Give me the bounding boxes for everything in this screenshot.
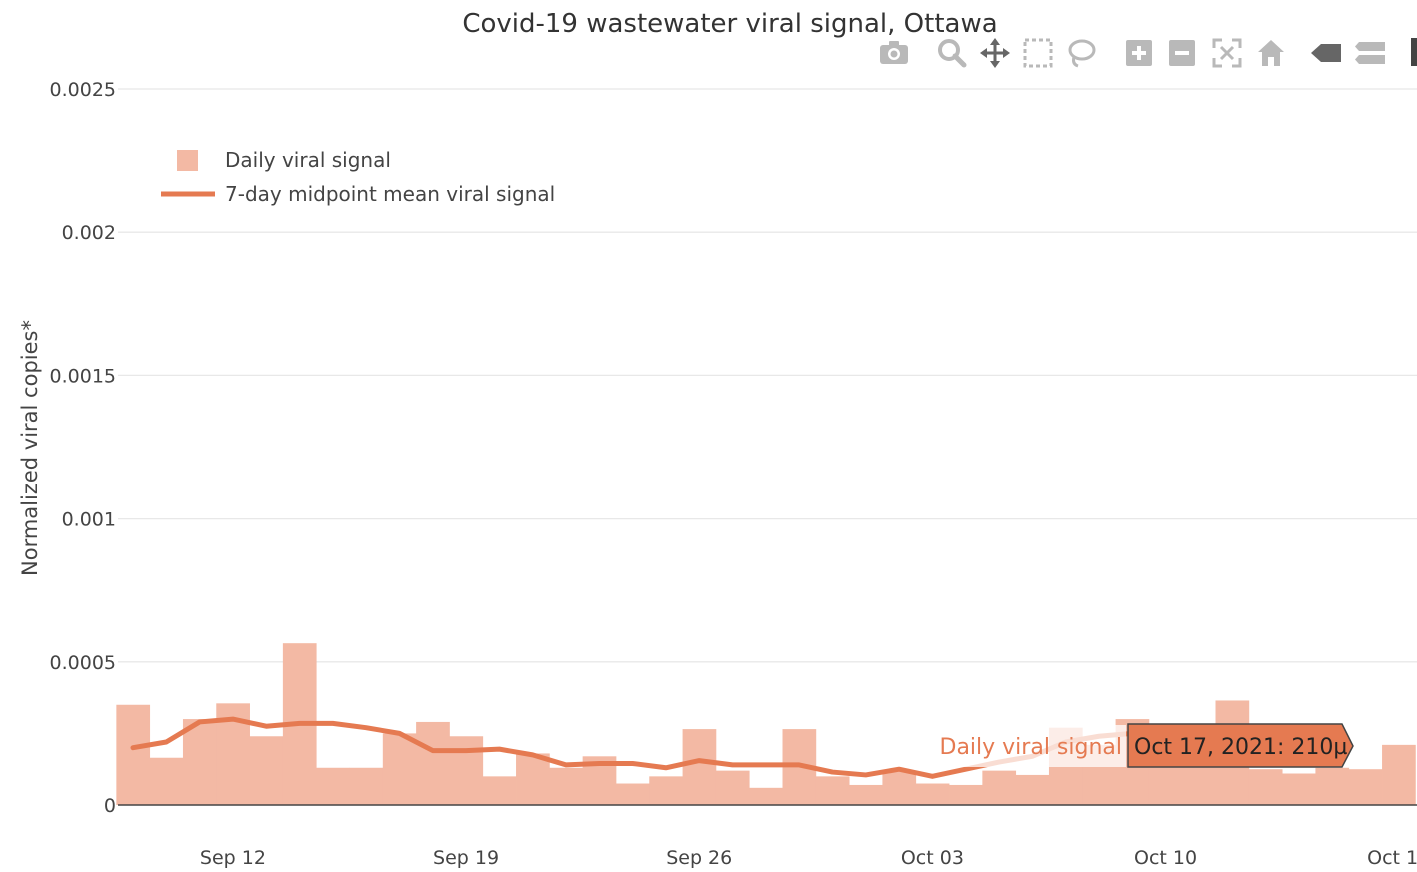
- x-tick-label: Sep 26: [666, 847, 732, 869]
- bar[interactable]: [682, 729, 717, 805]
- x-axis-ticks: Sep 12 Sep 19 Sep 26 Oct 03 Oct 10 Oct 17: [200, 847, 1417, 869]
- bar[interactable]: [1382, 744, 1416, 805]
- bar[interactable]: [382, 733, 417, 805]
- x-tick-label: Sep 19: [433, 847, 499, 869]
- bar[interactable]: [715, 770, 750, 805]
- bar[interactable]: [982, 770, 1017, 805]
- hover-tooltip: Daily viral signal Oct 17, 2021: 210µ: [940, 723, 1354, 768]
- bar[interactable]: [1348, 769, 1383, 805]
- bar[interactable]: [615, 783, 650, 805]
- y-axis-ticks: 0 0.0005 0.001 0.0015 0.002 0.0025: [50, 79, 116, 817]
- x-tick-label: Oct 17: [1367, 847, 1417, 869]
- bar[interactable]: [1248, 769, 1283, 805]
- chart-title: Covid-19 wastewater viral signal, Ottawa: [462, 9, 997, 39]
- y-tick-label: 0.0005: [50, 652, 116, 674]
- bar[interactable]: [449, 736, 484, 805]
- bar[interactable]: [349, 767, 384, 805]
- bar[interactable]: [749, 787, 783, 805]
- bar[interactable]: [1282, 773, 1316, 806]
- hover-value-label: Oct 17, 2021: 210µ: [1134, 735, 1347, 760]
- reset-axes-icon[interactable]: [1258, 40, 1284, 66]
- hover-closest-icon[interactable]: [1311, 44, 1341, 62]
- y-tick-label: 0.0015: [50, 365, 116, 387]
- y-axis-title: Normalized viral copies*: [18, 320, 42, 576]
- hover-compare-icon[interactable]: [1355, 42, 1385, 64]
- modebar: [880, 38, 1417, 68]
- bar[interactable]: [1315, 767, 1350, 805]
- hover-series-label-bg: [940, 725, 1126, 767]
- bar[interactable]: [416, 721, 450, 805]
- bar[interactable]: [882, 770, 917, 805]
- y-tick-label: 0.002: [62, 222, 116, 244]
- legend[interactable]: Daily viral signal 7-day midpoint mean v…: [161, 148, 555, 206]
- bar[interactable]: [116, 704, 151, 805]
- pan-icon[interactable]: [980, 38, 1010, 68]
- legend-label-mean: 7-day midpoint mean viral signal: [225, 182, 555, 206]
- bar[interactable]: [949, 784, 983, 805]
- modebar-edge: [1411, 38, 1417, 66]
- y-tick-label: 0: [104, 795, 116, 817]
- bar[interactable]: [516, 753, 550, 805]
- x-tick-label: Sep 12: [200, 847, 266, 869]
- zoom-icon[interactable]: [938, 39, 967, 68]
- legend-label-daily: Daily viral signal: [225, 148, 391, 172]
- hover-series-label: Daily viral signal: [940, 735, 1123, 760]
- autoscale-icon[interactable]: [1212, 38, 1242, 68]
- bar[interactable]: [549, 767, 584, 805]
- gridlines: [118, 88, 1417, 663]
- bar[interactable]: [915, 783, 950, 805]
- bar[interactable]: [482, 776, 517, 805]
- bar[interactable]: [849, 784, 883, 805]
- camera-icon[interactable]: [880, 41, 908, 64]
- bar[interactable]: [149, 757, 184, 805]
- bar[interactable]: [815, 776, 850, 805]
- legend-item-daily[interactable]: Daily viral signal: [177, 148, 391, 172]
- y-tick-label: 0.001: [62, 509, 116, 531]
- bar[interactable]: [316, 767, 350, 805]
- bar[interactable]: [649, 776, 683, 805]
- lasso-select-icon[interactable]: [1068, 39, 1096, 68]
- y-tick-label: 0.0025: [50, 79, 116, 101]
- bar[interactable]: [1015, 774, 1050, 805]
- bar[interactable]: [182, 719, 217, 805]
- hover-value-box: [1127, 723, 1354, 768]
- x-tick-label: Oct 10: [1134, 847, 1197, 869]
- legend-item-mean[interactable]: 7-day midpoint mean viral signal: [161, 182, 555, 206]
- zoom-in-icon[interactable]: [1126, 40, 1152, 66]
- legend-swatch-bar: [177, 150, 198, 171]
- x-tick-label: Oct 03: [901, 847, 964, 869]
- zoom-out-icon[interactable]: [1169, 40, 1195, 66]
- box-select-icon[interactable]: [1023, 38, 1053, 68]
- bar[interactable]: [249, 736, 284, 805]
